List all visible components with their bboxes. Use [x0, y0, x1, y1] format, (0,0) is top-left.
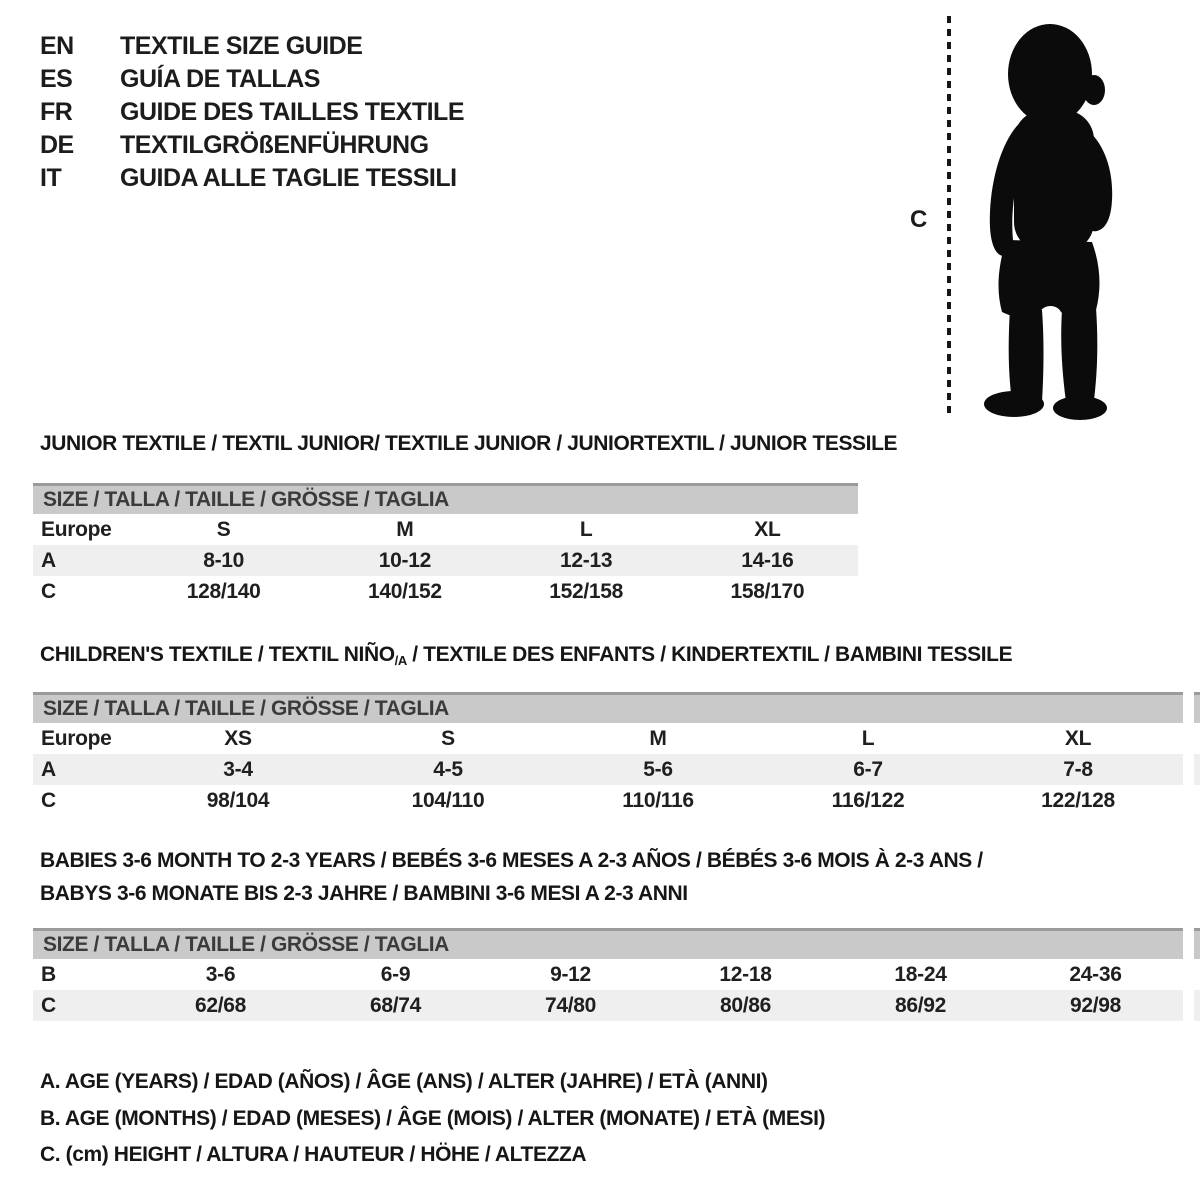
language-code: EN [40, 32, 74, 60]
table-cell: 5-6 [643, 757, 673, 781]
table-cell: 122/128 [1041, 788, 1115, 812]
table-cell: 18-24 [894, 962, 947, 986]
table-row-months: B 3-6 6-9 9-12 12-18 18-24 24-36 [33, 959, 1183, 990]
height-measure-label: C [910, 206, 928, 233]
table-cell: 8-10 [203, 548, 245, 572]
row-label: Europe [41, 726, 112, 750]
language-title: TEXTILE SIZE GUIDE [120, 32, 363, 60]
junior-size-table: SIZE / TALLA / TAILLE / GRÖSSE / TAGLIA … [33, 483, 858, 607]
row-label: C [41, 788, 56, 812]
column-header: S [216, 517, 231, 541]
language-code: FR [40, 98, 73, 126]
table-cell: 158/170 [730, 579, 805, 603]
table-edge-fragment [1194, 692, 1200, 723]
table-cell: 140/152 [367, 579, 442, 603]
table-cell: 12-13 [560, 548, 613, 572]
column-header: L [579, 517, 593, 541]
language-code: DE [40, 131, 74, 159]
table-row-height: C 128/140 140/152 152/158 158/170 [33, 576, 858, 607]
legend-line-c: C. (cm) HEIGHT / ALTURA / HAUTEUR / HÖHE… [40, 1143, 587, 1166]
table-cell: 10-12 [378, 548, 432, 572]
column-header: XL [1064, 726, 1092, 750]
row-label: B [41, 962, 56, 986]
table-cell: 4-5 [433, 757, 463, 781]
language-list: EN TEXTILE SIZE GUIDE ES GUÍA DE TALLAS … [40, 30, 465, 195]
table-cell: 80/86 [719, 993, 772, 1017]
language-title: GUÍA DE TALLAS [120, 65, 320, 93]
size-header-bar: SIZE / TALLA / TAILLE / GRÖSSE / TAGLIA [33, 483, 858, 514]
language-code: ES [40, 65, 73, 93]
table-cell: 104/110 [411, 788, 485, 812]
table-row-age: A 3-4 4-5 5-6 6-7 7-8 [33, 754, 1183, 785]
column-header: XL [754, 517, 781, 541]
column-header: S [441, 726, 455, 750]
legend-line-b: B. AGE (MONTHS) / EDAD (MESES) / ÂGE (MO… [40, 1107, 826, 1130]
column-header: XS [224, 726, 252, 750]
language-row-fr: FR GUIDE DES TAILLES TEXTILE [40, 96, 465, 129]
table-edge-fragment [1194, 990, 1200, 1021]
table-edge-fragment [1194, 754, 1200, 785]
table-cell: 110/116 [622, 788, 694, 812]
table-cell: 24-36 [1069, 962, 1122, 986]
junior-section-title: JUNIOR TEXTILE / TEXTIL JUNIOR/ TEXTILE … [40, 432, 898, 455]
table-row-age: A 8-10 10-12 12-13 14-16 [33, 545, 858, 576]
column-header: L [861, 726, 875, 750]
table-cell: 98/104 [206, 788, 270, 812]
children-section-title: CHILDREN'S TEXTILE / TEXTIL NIÑO/A / TEX… [40, 643, 1013, 668]
legend-line-a: A. AGE (YEARS) / EDAD (AÑOS) / ÂGE (ANS)… [40, 1070, 768, 1093]
language-row-it: IT GUIDA ALLE TAGLIE TESSILI [40, 162, 464, 195]
table-row-columns: Europe XS S M L XL [33, 723, 1183, 754]
language-title: GUIDE DES TAILLES TEXTILE [120, 98, 465, 126]
language-title: GUIDA ALLE TAGLIE TESSILI [120, 164, 457, 192]
table-cell: 152/158 [549, 579, 624, 603]
table-cell: 62/68 [194, 993, 247, 1017]
size-header-bar: SIZE / TALLA / TAILLE / GRÖSSE / TAGLIA [33, 692, 1183, 723]
table-cell: 14-16 [741, 548, 794, 572]
table-cell: 116/122 [831, 788, 905, 812]
language-row-es: ES GUÍA DE TALLAS [40, 63, 464, 96]
row-label: C [41, 579, 56, 603]
height-measure-dashed-line [947, 16, 951, 416]
table-cell: 6-9 [380, 962, 411, 986]
row-label: C [41, 993, 56, 1017]
table-cell: 6-7 [853, 757, 883, 781]
table-cell: 74/80 [544, 993, 597, 1017]
table-cell: 86/92 [894, 993, 947, 1017]
table-row-height: C 98/104 104/110 110/116 116/122 122/128 [33, 785, 1183, 816]
table-cell: 3-6 [205, 962, 236, 986]
children-title-suffix: / TEXTILE DES ENFANTS / KINDERTEXTIL / B… [406, 643, 1013, 666]
table-cell: 9-12 [550, 962, 591, 986]
language-row-de: DE TEXTILGRÖßENFÜHRUNG [40, 129, 464, 162]
table-edge-fragment [1194, 928, 1200, 959]
row-label: A [41, 548, 56, 572]
children-size-table: SIZE / TALLA / TAILLE / GRÖSSE / TAGLIA … [33, 692, 1183, 816]
toddler-silhouette [984, 24, 1113, 420]
babies-section-title-line2: BABYS 3-6 MONATE BIS 2-3 JAHRE / BAMBINI… [40, 882, 688, 905]
table-cell: 12-18 [719, 962, 772, 986]
babies-section-title-line1: BABIES 3-6 MONTH TO 2-3 YEARS / BEBÉS 3-… [40, 849, 983, 872]
table-row-columns: Europe S M L XL [33, 514, 858, 545]
size-header-bar: SIZE / TALLA / TAILLE / GRÖSSE / TAGLIA [33, 928, 1183, 959]
language-code: IT [40, 164, 62, 192]
language-title: TEXTILGRÖßENFÜHRUNG [120, 131, 429, 159]
table-cell: 7-8 [1063, 757, 1093, 781]
table-cell: 68/74 [369, 993, 422, 1017]
row-label: Europe [41, 517, 112, 541]
children-title-prefix: CHILDREN'S TEXTILE / TEXTIL NIÑO [40, 643, 395, 666]
language-row-en: EN TEXTILE SIZE GUIDE [40, 30, 464, 63]
table-cell: 128/140 [186, 579, 261, 603]
table-cell: 3-4 [223, 757, 253, 781]
table-row-height: C 62/68 68/74 74/80 80/86 86/92 92/98 [33, 990, 1183, 1021]
column-header: M [396, 517, 414, 541]
children-title-sub: /A [394, 653, 408, 668]
column-header: M [649, 726, 667, 750]
row-label: A [41, 757, 56, 781]
babies-size-table: SIZE / TALLA / TAILLE / GRÖSSE / TAGLIA … [33, 928, 1183, 1021]
table-cell: 92/98 [1069, 993, 1122, 1017]
